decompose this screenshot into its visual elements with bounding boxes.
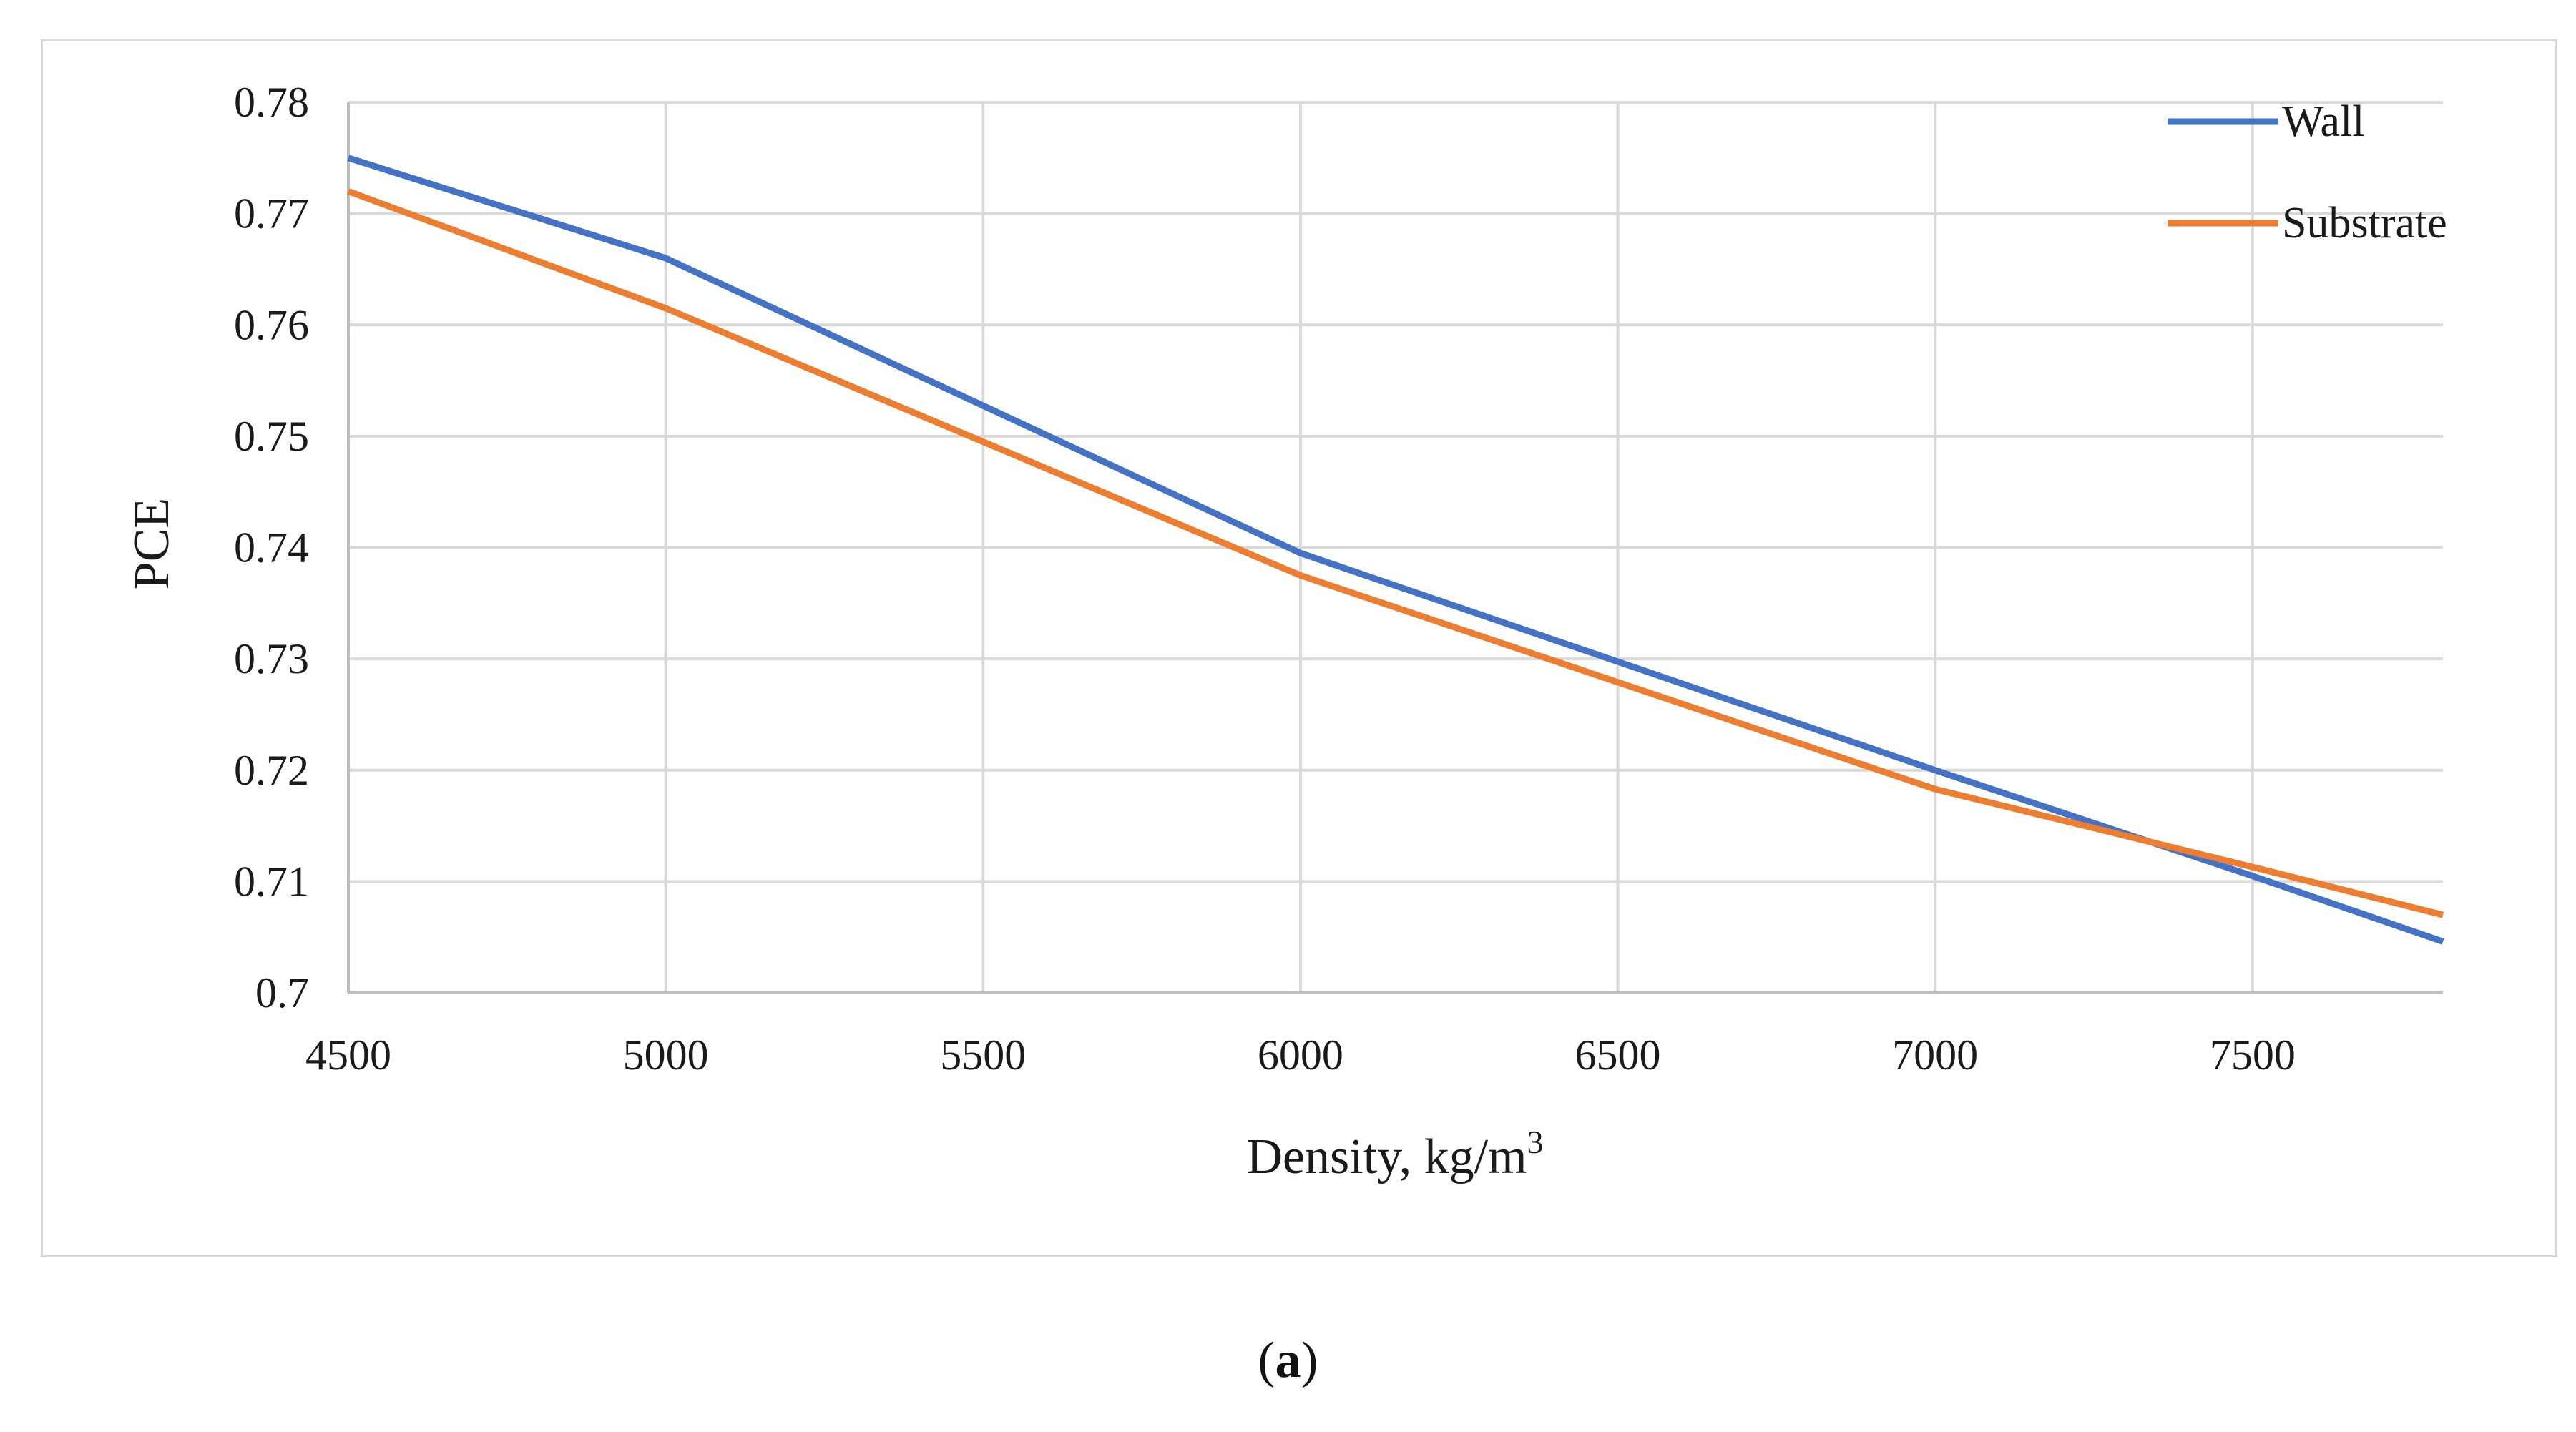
legend-label-wall: Wall: [2282, 97, 2365, 146]
series-lines: [347, 155, 2444, 945]
series-line-substrate: [347, 188, 2444, 918]
y-tick-label: 0.77: [234, 190, 309, 237]
x-axis-title: Density, kg/m3: [1246, 1124, 1543, 1185]
figure-caption: (a): [1258, 1331, 1318, 1388]
caption-label: a: [1275, 1331, 1301, 1388]
x-tick-label: 7000: [1892, 1031, 1978, 1079]
tick-labels: 0.7 0.71 0.72 0.73 0.74 0.75 0.76 0.77 0.78 4500 5…: [234, 79, 2296, 1079]
y-tick-label: 0.73: [234, 635, 309, 682]
legend-label-substrate: Substrate: [2282, 199, 2447, 247]
y-tick-label: 0.75: [234, 413, 309, 460]
grid-lines: [348, 101, 2443, 993]
x-tick-label: 4500: [305, 1031, 391, 1079]
x-tick-label: 7500: [2210, 1031, 2296, 1079]
y-tick-label: 0.7: [255, 969, 309, 1016]
legend: Wall Substrate: [2168, 97, 2447, 247]
y-tick-label: 0.71: [234, 858, 309, 905]
y-tick-label: 0.74: [234, 524, 309, 572]
x-tick-label: 5500: [940, 1031, 1026, 1079]
y-tick-label: 0.72: [234, 747, 309, 794]
x-tick-label: 6500: [1575, 1031, 1661, 1079]
axes: [347, 102, 2443, 994]
y-axis-title: PCE: [124, 498, 180, 589]
x-tick-label: 5000: [623, 1031, 709, 1079]
y-tick-label: 0.78: [234, 79, 309, 126]
series-line-wall: [347, 155, 2444, 945]
x-tick-label: 6000: [1258, 1031, 1343, 1079]
line-chart: 0.7 0.71 0.72 0.73 0.74 0.75 0.76 0.77 0.78 4500 5…: [124, 79, 2447, 1185]
y-tick-label: 0.76: [234, 301, 309, 348]
